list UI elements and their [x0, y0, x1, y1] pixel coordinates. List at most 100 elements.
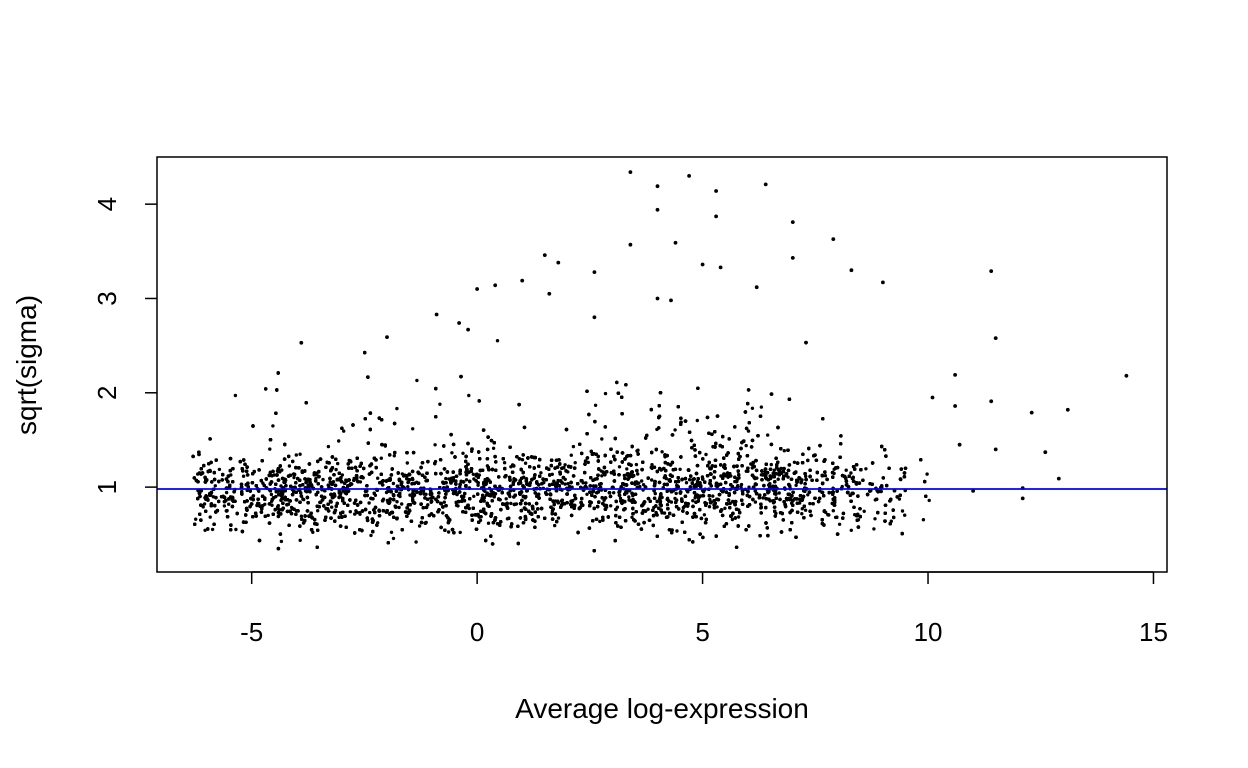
data-point — [695, 418, 699, 423]
data-point — [687, 478, 692, 482]
data-point — [640, 479, 644, 483]
data-point — [348, 510, 352, 514]
data-point — [800, 507, 804, 511]
data-point — [790, 493, 794, 498]
data-point — [498, 484, 502, 488]
data-point — [691, 499, 695, 503]
data-point — [571, 444, 576, 449]
data-point — [593, 403, 598, 407]
data-point — [520, 458, 525, 462]
data-point — [203, 528, 207, 532]
data-point — [739, 482, 744, 487]
data-point — [903, 513, 907, 517]
data-point — [294, 453, 298, 457]
data-point — [271, 424, 275, 428]
data-point — [222, 504, 227, 508]
data-point — [287, 464, 292, 468]
data-point — [276, 504, 280, 508]
data-point — [665, 503, 670, 507]
data-point — [408, 493, 412, 497]
data-point — [299, 514, 304, 518]
data-point — [438, 402, 442, 406]
data-point — [523, 461, 528, 465]
data-point — [715, 505, 719, 509]
data-point — [227, 502, 231, 506]
data-point — [279, 539, 284, 544]
data-point — [586, 460, 590, 465]
data-point — [330, 505, 334, 509]
data-point — [681, 505, 686, 510]
data-point — [569, 453, 573, 457]
data-point — [603, 391, 608, 396]
data-point — [194, 517, 198, 521]
data-point — [636, 472, 640, 476]
data-point — [368, 510, 372, 515]
data-point — [563, 463, 567, 467]
data-point — [321, 477, 325, 482]
data-point — [600, 437, 604, 441]
data-point — [678, 467, 682, 471]
data-point — [684, 481, 689, 485]
data-point — [301, 497, 305, 501]
data-point — [395, 500, 399, 504]
data-point — [491, 446, 496, 450]
data-point — [627, 495, 631, 499]
data-point — [406, 485, 410, 489]
data-point — [358, 480, 363, 484]
data-point — [746, 429, 751, 433]
data-point — [744, 443, 748, 448]
data-point — [328, 480, 332, 484]
data-point — [753, 500, 758, 504]
data-point — [391, 536, 396, 541]
data-point — [772, 468, 776, 472]
data-point — [556, 516, 561, 520]
data-point — [268, 447, 272, 451]
data-point — [782, 449, 786, 453]
data-point — [750, 406, 755, 410]
data-point — [426, 503, 430, 507]
data-point — [292, 475, 296, 480]
data-point — [367, 501, 371, 505]
data-point — [298, 538, 302, 542]
data-point — [415, 378, 419, 383]
data-point — [486, 521, 491, 525]
data-point — [334, 467, 338, 472]
data-point — [794, 483, 798, 487]
data-point — [461, 451, 465, 455]
data-point — [458, 530, 462, 535]
data-point — [617, 465, 622, 469]
data-point — [804, 474, 808, 479]
data-point — [552, 479, 556, 483]
data-point — [669, 500, 674, 504]
data-point — [777, 491, 781, 495]
data-point — [340, 473, 344, 477]
data-point — [655, 513, 659, 517]
data-point — [585, 492, 589, 496]
data-point — [472, 494, 476, 498]
data-point — [208, 515, 212, 519]
data-point — [704, 452, 708, 457]
data-point — [417, 524, 422, 528]
data-point — [761, 496, 765, 500]
data-point — [467, 393, 471, 398]
data-point — [566, 482, 570, 486]
data-point — [266, 513, 270, 518]
data-point — [730, 517, 735, 522]
data-point — [454, 503, 459, 508]
data-point — [224, 490, 229, 495]
data-point — [769, 462, 773, 467]
data-point — [476, 483, 480, 487]
data-point — [849, 471, 853, 475]
data-point — [736, 515, 741, 519]
data-point — [806, 493, 810, 497]
data-point — [391, 481, 396, 486]
data-point — [803, 508, 808, 512]
data-point — [414, 540, 418, 544]
data-point — [837, 522, 842, 526]
data-point — [695, 479, 700, 484]
data-point — [702, 513, 707, 517]
data-point — [397, 505, 401, 510]
data-point — [502, 461, 507, 465]
data-point — [776, 477, 780, 481]
data-point — [849, 528, 853, 532]
